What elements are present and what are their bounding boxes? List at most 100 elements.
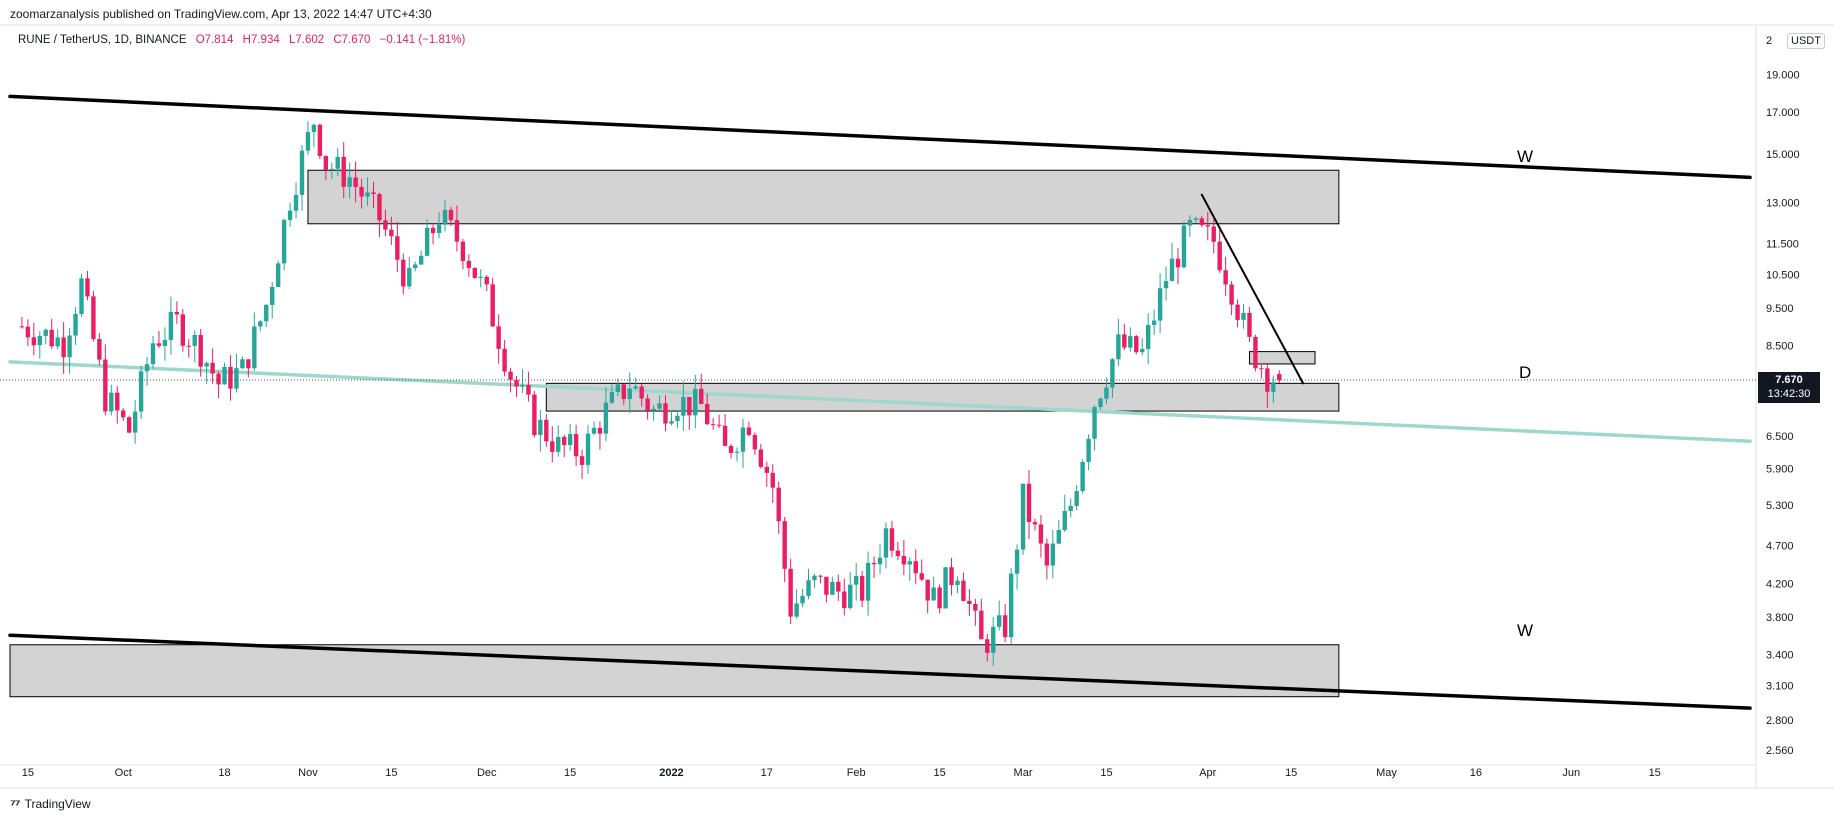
candle-body <box>19 326 25 328</box>
candle-body <box>961 580 966 601</box>
time-axis[interactable]: 15 Oct 18 Nov 15 Dec 15 2022 17 Feb 15 Mar 15 Apr 15 Ma… <box>22 767 1661 779</box>
candle <box>67 328 72 374</box>
price-axis-label: 2 <box>1766 35 1772 47</box>
candle <box>1205 211 1210 241</box>
candle-body <box>413 264 418 268</box>
candle <box>115 386 120 424</box>
time-axis-label: May <box>1376 767 1397 779</box>
candle <box>597 421 603 450</box>
candle <box>132 400 138 444</box>
zones-layer <box>9 169 1340 698</box>
candle <box>961 572 966 602</box>
candle-body <box>871 562 877 565</box>
candle-body <box>1169 258 1175 282</box>
candle <box>1253 334 1258 372</box>
candle <box>573 424 579 466</box>
candle <box>800 588 805 608</box>
time-axis-label: Nov <box>298 767 318 779</box>
candle-body <box>55 337 60 347</box>
candle-body <box>687 397 692 416</box>
middle-zone-label: D <box>1519 363 1531 382</box>
candle-body <box>1122 334 1127 348</box>
candle-body <box>264 304 269 322</box>
candle <box>168 296 174 355</box>
symbol-legend[interactable]: RUNE / TetherUS, 1D, BINANCE O7.814 H7.9… <box>18 34 471 46</box>
trendline-apr-down <box>1200 193 1305 385</box>
candle <box>252 312 257 371</box>
candle <box>401 253 406 295</box>
candle <box>216 371 221 399</box>
candle-body <box>1157 288 1163 321</box>
candle-body <box>126 417 132 433</box>
candle-body <box>782 521 787 569</box>
candle <box>532 391 537 438</box>
price-axis-label: 4.700 <box>1766 540 1794 552</box>
candle-body <box>1104 387 1109 399</box>
candle <box>317 123 323 160</box>
candle-body <box>1002 615 1008 638</box>
candle-body <box>478 276 483 278</box>
candle-body <box>556 436 561 452</box>
candle-body <box>1163 281 1169 289</box>
time-axis-label: 17 <box>761 767 773 779</box>
candle <box>25 319 31 346</box>
candle <box>246 358 251 378</box>
ohlc-change: −0.141 (−1.81%) <box>379 34 466 46</box>
time-axis-label: 15 <box>1285 767 1297 779</box>
candle-body <box>67 335 72 358</box>
candle <box>1062 494 1067 532</box>
candle-body <box>1151 320 1157 326</box>
candle <box>1140 338 1145 356</box>
candle <box>1247 307 1252 342</box>
candle <box>1050 529 1056 579</box>
candle-body <box>1008 573 1014 638</box>
candle <box>1157 273 1163 333</box>
candle-body <box>877 557 883 565</box>
candle <box>121 408 126 422</box>
countdown-timer: 13:42:30 <box>1767 388 1811 400</box>
candle <box>144 356 150 386</box>
candle-body <box>430 227 436 234</box>
candle-body <box>836 581 841 592</box>
candle-body <box>1056 529 1061 544</box>
candle <box>287 202 293 227</box>
candle-body <box>1074 491 1079 506</box>
candle <box>1181 221 1187 269</box>
candle-body <box>418 255 424 265</box>
candle <box>830 576 835 596</box>
candle <box>645 394 650 420</box>
candle <box>782 516 787 583</box>
ohlc-low: L7.602 <box>288 34 325 46</box>
candle <box>174 301 180 324</box>
candle-body <box>1253 336 1258 369</box>
candle-body <box>138 371 144 412</box>
candle-body <box>806 580 811 596</box>
price-axis-label: 13.000 <box>1766 197 1800 209</box>
candle <box>1098 397 1103 410</box>
candle <box>281 218 287 271</box>
candle <box>37 331 42 359</box>
symbol-name[interactable]: RUNE / TetherUS, 1D, BINANCE <box>18 34 187 46</box>
candle-body <box>776 487 781 522</box>
zone-rect-3 <box>9 644 1340 698</box>
price-axis[interactable]: 19.000 17.000 15.000 13.000 11.500 10.500 9.50… <box>1766 35 1800 757</box>
candle <box>657 395 662 411</box>
candle-body <box>353 177 358 187</box>
footer-brand[interactable]: ⁷⁷ TradingView <box>10 796 91 812</box>
candle <box>561 434 567 458</box>
time-axis-label: 15 <box>1100 767 1112 779</box>
candle <box>109 384 114 416</box>
currency-button[interactable]: USDT <box>1787 33 1825 49</box>
candle-body <box>973 604 978 611</box>
candle-body <box>603 402 609 434</box>
candle-body <box>103 359 108 412</box>
candle-body <box>883 528 889 558</box>
time-axis-label: 15 <box>933 767 945 779</box>
candle-body <box>1271 382 1276 392</box>
price-axis-label: 9.500 <box>1766 303 1794 315</box>
candle <box>1104 377 1109 405</box>
top-wedge-label: W <box>1517 147 1533 166</box>
candle <box>895 542 901 561</box>
candle <box>633 377 638 390</box>
